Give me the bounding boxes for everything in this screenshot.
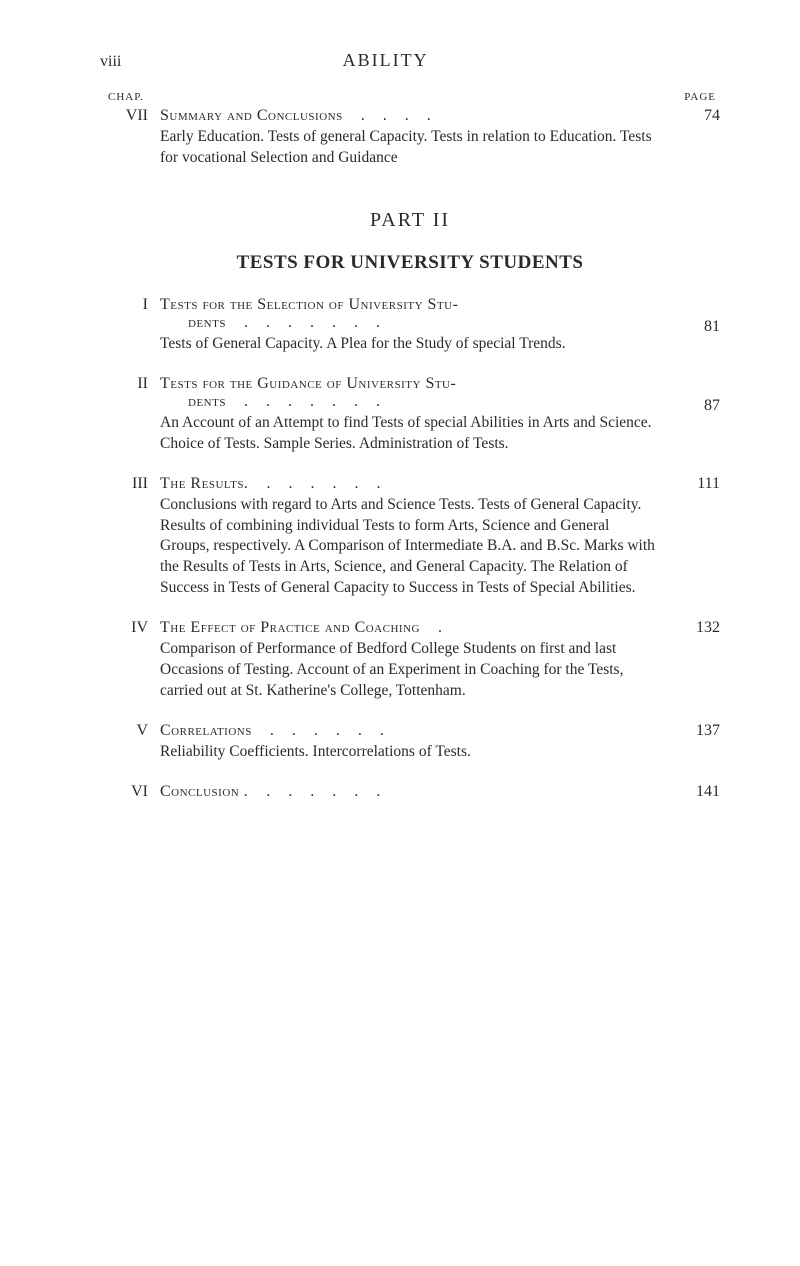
entry-body: Summary and Conclusions .... Early Educa… bbox=[160, 107, 670, 169]
entry-title-cont: dents bbox=[188, 314, 226, 332]
toc-entry: III The Results. ...... Conclusions with… bbox=[100, 475, 720, 600]
entry-title-row: Correlations ...... bbox=[160, 722, 662, 740]
leader-dots: ....... bbox=[226, 314, 662, 332]
entry-body: Conclusion . ...... bbox=[160, 783, 670, 801]
entry-body: Tests for the Guidance of University Stu… bbox=[160, 375, 670, 455]
column-headers: CHAP. PAGE bbox=[100, 91, 720, 103]
section-heading: TESTS FOR UNIVERSITY STUDENTS bbox=[100, 252, 720, 274]
entry-title: Conclusion . bbox=[160, 783, 248, 801]
chapter-roman: II bbox=[100, 375, 160, 455]
entry-title-row: The Effect of Practice and Coaching . bbox=[160, 619, 662, 637]
part-heading: PART II bbox=[100, 209, 720, 232]
entry-page-number: 132 bbox=[670, 619, 720, 702]
toc-entry: I Tests for the Selection of University … bbox=[100, 296, 720, 355]
page-container: viii ABILITY CHAP. PAGE VII Summary and … bbox=[0, 0, 800, 881]
leader-dots: .... bbox=[343, 107, 662, 125]
chapter-roman: IV bbox=[100, 619, 160, 702]
leader-dots: ...... bbox=[248, 783, 662, 801]
chap-label: CHAP. bbox=[108, 91, 144, 103]
entry-body: Correlations ...... Reliability Coeffici… bbox=[160, 722, 670, 763]
entry-body: Tests for the Selection of University St… bbox=[160, 296, 670, 355]
chapter-roman: III bbox=[100, 475, 160, 600]
toc-entry: VI Conclusion . ...... 141 bbox=[100, 783, 720, 801]
entry-title-row: Conclusion . ...... bbox=[160, 783, 662, 801]
entry-page-number: 74 bbox=[670, 107, 720, 169]
entry-page-number: 111 bbox=[670, 475, 720, 600]
leader-dots: ...... bbox=[252, 722, 662, 740]
entry-title: Correlations bbox=[160, 722, 252, 740]
entry-title-continuation: dents ....... bbox=[160, 314, 662, 332]
page-label: PAGE bbox=[684, 91, 716, 103]
leader-dots: ....... bbox=[226, 393, 662, 411]
toc-entry: IV The Effect of Practice and Coaching .… bbox=[100, 619, 720, 702]
entry-title: The Effect of Practice and Coaching bbox=[160, 619, 420, 637]
running-title: ABILITY bbox=[81, 50, 690, 71]
toc-entry: VII Summary and Conclusions .... Early E… bbox=[100, 107, 720, 169]
entry-title-cont: dents bbox=[188, 393, 226, 411]
entry-title-continuation: dents ....... bbox=[160, 393, 662, 411]
entry-page-number: 137 bbox=[670, 722, 720, 763]
entry-title-row: Summary and Conclusions .... bbox=[160, 107, 662, 125]
chapter-roman: I bbox=[100, 296, 160, 355]
entry-body: The Effect of Practice and Coaching . Co… bbox=[160, 619, 670, 702]
entry-title: Summary and Conclusions bbox=[160, 107, 343, 125]
chapter-roman: VII bbox=[100, 107, 160, 169]
entry-description: Early Education. Tests of general Capaci… bbox=[160, 127, 662, 169]
toc-entry: II Tests for the Guidance of University … bbox=[100, 375, 720, 455]
leader-dots: . bbox=[420, 619, 662, 637]
entry-page-number: 141 bbox=[670, 783, 720, 801]
entry-description: Tests of General Capacity. A Plea for th… bbox=[160, 334, 662, 355]
toc-entry: V Correlations ...... Reliability Coeffi… bbox=[100, 722, 720, 763]
entry-description: An Account of an Attempt to find Tests o… bbox=[160, 413, 662, 455]
entry-title: Tests for the Guidance of University Stu… bbox=[160, 375, 662, 393]
entry-description: Reliability Coefficients. Intercorrelati… bbox=[160, 742, 662, 763]
entry-description: Comparison of Performance of Bedford Col… bbox=[160, 639, 662, 702]
entry-title: Tests for the Selection of University St… bbox=[160, 296, 662, 314]
page-header: viii ABILITY bbox=[100, 50, 720, 71]
entry-page-number: 81 bbox=[670, 296, 720, 355]
chapter-roman: V bbox=[100, 722, 160, 763]
chapter-roman: VI bbox=[100, 783, 160, 801]
entry-page-number: 87 bbox=[670, 375, 720, 455]
entry-title: The Results. bbox=[160, 475, 248, 493]
entry-description: Conclusions with regard to Arts and Scie… bbox=[160, 495, 662, 600]
entry-body: The Results. ...... Conclusions with reg… bbox=[160, 475, 670, 600]
leader-dots: ...... bbox=[248, 475, 662, 493]
entry-title-row: The Results. ...... bbox=[160, 475, 662, 493]
